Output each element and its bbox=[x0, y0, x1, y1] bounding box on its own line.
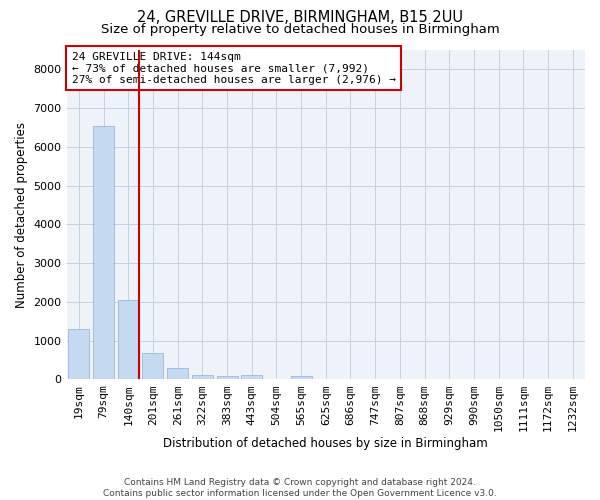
Y-axis label: Number of detached properties: Number of detached properties bbox=[15, 122, 28, 308]
Bar bbox=[241, 376, 262, 380]
X-axis label: Distribution of detached houses by size in Birmingham: Distribution of detached houses by size … bbox=[163, 437, 488, 450]
Bar bbox=[290, 376, 311, 380]
Bar bbox=[142, 354, 163, 380]
Text: Size of property relative to detached houses in Birmingham: Size of property relative to detached ho… bbox=[101, 22, 499, 36]
Text: Contains HM Land Registry data © Crown copyright and database right 2024.
Contai: Contains HM Land Registry data © Crown c… bbox=[103, 478, 497, 498]
Bar bbox=[167, 368, 188, 380]
Bar bbox=[118, 300, 139, 380]
Text: 24 GREVILLE DRIVE: 144sqm
← 73% of detached houses are smaller (7,992)
27% of se: 24 GREVILLE DRIVE: 144sqm ← 73% of detac… bbox=[72, 52, 396, 85]
Bar bbox=[93, 126, 114, 380]
Text: 24, GREVILLE DRIVE, BIRMINGHAM, B15 2UU: 24, GREVILLE DRIVE, BIRMINGHAM, B15 2UU bbox=[137, 10, 463, 25]
Bar bbox=[192, 374, 213, 380]
Bar bbox=[68, 329, 89, 380]
Bar bbox=[217, 376, 238, 380]
